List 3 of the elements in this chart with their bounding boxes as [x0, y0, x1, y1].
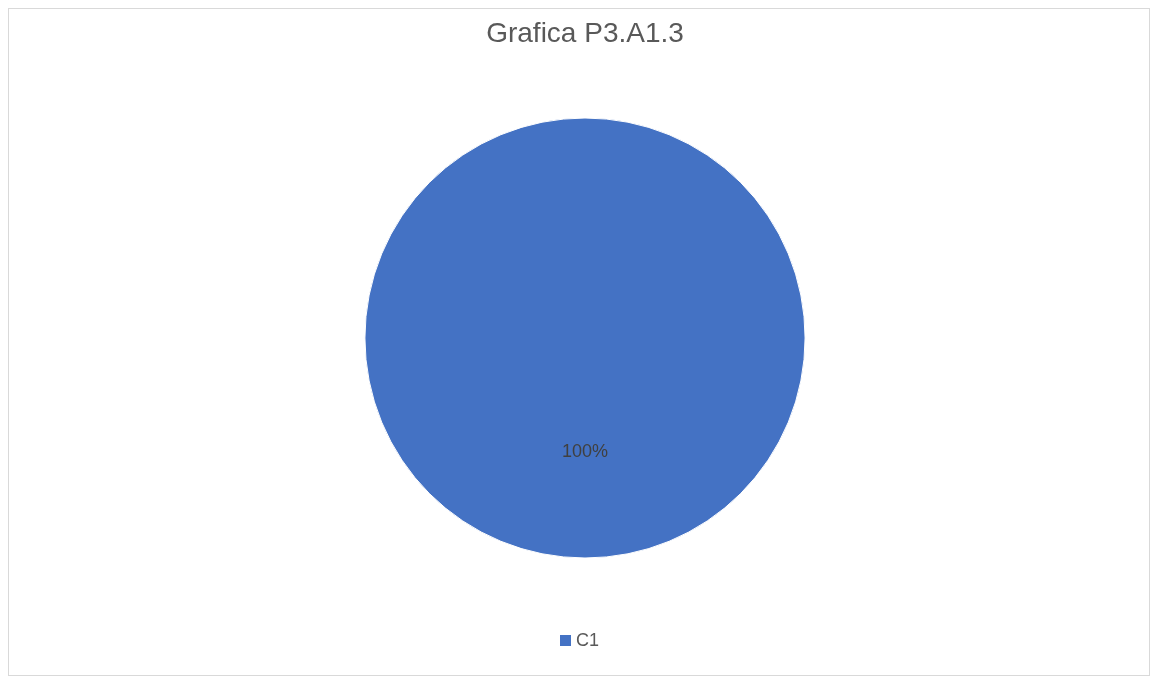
- legend-label: C1: [576, 629, 600, 650]
- chart-title: Grafica P3.A1.3: [486, 17, 684, 48]
- data-label: 100%: [561, 441, 609, 462]
